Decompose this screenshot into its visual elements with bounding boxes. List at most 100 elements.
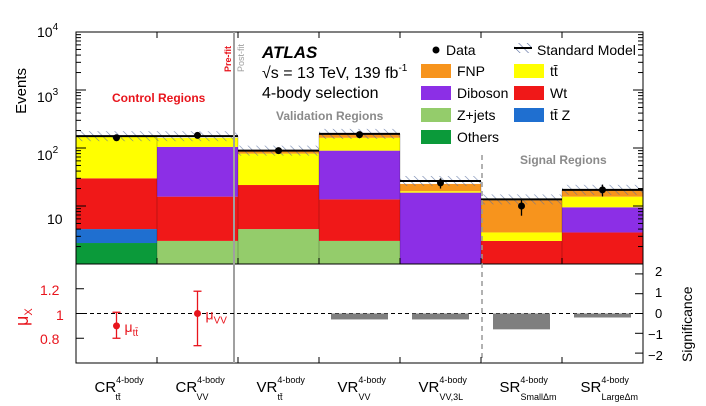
energy-lumi-label: √s = 13 TeV, 139 fb-1	[262, 63, 408, 82]
mu-point-label: μVV	[206, 307, 228, 327]
bar-segment-diboson	[400, 192, 481, 264]
y-tick-label: 102	[37, 145, 59, 163]
legend-swatch-others	[421, 130, 451, 144]
x-category-sublabel: VV,3L	[440, 392, 464, 402]
x-axis-category-labels: CR4-bodytt̄CR4-bodyVVVR4-bodytt̄VR4-body…	[95, 375, 639, 402]
validation-regions-label: Validation Regions	[276, 109, 384, 123]
y-axis-label: Events	[13, 68, 30, 114]
mu-point-label: μtt̄	[125, 319, 139, 339]
y-tick-label: 103	[37, 87, 59, 105]
x-category-sublabel: tt̄	[278, 392, 284, 402]
data-point	[437, 179, 444, 187]
mu-point	[113, 322, 120, 330]
bar-segment-zjets	[238, 229, 319, 264]
data-point	[356, 131, 363, 139]
legend-label-tt: tt̄	[550, 63, 558, 79]
bar-segment-diboson	[562, 207, 643, 233]
legend-label-fnp: FNP	[457, 63, 485, 79]
x-category-label: CR4-body	[176, 375, 226, 396]
bar-segment-wt	[562, 232, 643, 264]
y-tick-label: 10	[47, 211, 63, 227]
significance-bar	[493, 313, 550, 330]
control-regions-label: Control Regions	[112, 91, 206, 105]
x-category-label: SR4-body	[500, 375, 549, 396]
pre-fit-label: Pre-fit	[223, 46, 233, 72]
x-category-label: CR4-body	[95, 375, 145, 396]
legend-label-diboson: Diboson	[457, 85, 508, 101]
bar-segment-tt	[562, 196, 643, 208]
mu-tick-label: 1.2	[40, 282, 60, 298]
legend-swatch-tt	[514, 64, 544, 78]
data-point	[518, 202, 525, 210]
bar-segment-wt	[319, 199, 400, 241]
bar-segment-tt	[238, 153, 319, 186]
data-point	[275, 147, 282, 155]
bar-segment-ttz	[76, 229, 157, 244]
mu-axis-label: μX	[12, 308, 35, 326]
atlas-label-block: ATLAS √s = 13 TeV, 139 fb-1 4-body selec…	[261, 43, 408, 102]
x-category-label: VR4-body	[338, 375, 387, 396]
legend-label-ttz: tt̄ Z	[550, 107, 571, 123]
legend-swatch-zjets	[421, 108, 451, 122]
legend-swatch-ttz	[514, 108, 544, 122]
sig-tick-label: −2	[648, 348, 663, 363]
data-point	[113, 134, 120, 142]
legend-label-zjets: Z+jets	[457, 107, 496, 123]
bar-segment-tt	[481, 232, 562, 241]
significance-bar	[574, 313, 631, 318]
post-fit-label: Post-fit	[236, 43, 246, 72]
bar-segment-zjets	[157, 240, 238, 264]
bar-segment-tt	[76, 136, 157, 179]
experiment-label: ATLAS	[261, 43, 318, 62]
data-point	[599, 186, 606, 194]
bar-segment-zjets	[319, 240, 400, 264]
significance-bar	[331, 313, 388, 320]
lower-panel-marks: μtt̄ μVV	[76, 273, 643, 354]
selection-label: 4-body selection	[262, 85, 379, 102]
sig-tick-label: 1	[655, 285, 662, 300]
legend-label-data: Data	[446, 42, 476, 58]
lower-right-axis: 2 1 0 −1 −2 Significance	[648, 264, 695, 363]
legend-label-wt: Wt	[550, 85, 567, 101]
x-category-sublabel: VV	[359, 392, 371, 402]
bar-segment-wt	[157, 196, 238, 241]
x-category-sublabel: SmallΔm	[521, 392, 557, 402]
bar-segment-tt	[157, 137, 238, 147]
mu-tick-label: 1	[56, 307, 64, 323]
upper-axis-ticks	[76, 32, 643, 363]
x-category-label: SR4-body	[581, 375, 630, 396]
significance-bar	[412, 313, 469, 320]
bar-segment-wt	[481, 240, 562, 264]
legend: Data Standard Model FNP tt̄ Diboson Wt Z…	[421, 42, 636, 145]
mu-point	[194, 310, 201, 317]
bar-segment-diboson	[319, 150, 400, 200]
bar-segment-diboson	[157, 146, 238, 197]
legend-swatch-wt	[514, 86, 544, 100]
legend-swatch-fnp	[421, 64, 451, 78]
legend-label-others: Others	[457, 129, 499, 145]
lower-left-axis: 1.2 1 0.8 μX	[12, 282, 64, 347]
sig-tick-label: −1	[648, 327, 663, 342]
legend-swatch-diboson	[421, 86, 451, 100]
bar-segment-tt	[319, 137, 400, 151]
bar-segment-wt	[238, 185, 319, 230]
significance-axis-label: Significance	[679, 286, 695, 362]
signal-regions-label: Signal Regions	[520, 153, 607, 167]
mu-tick-label: 0.8	[40, 331, 60, 347]
x-category-label: VR4-body	[257, 375, 306, 396]
x-category-sublabel: LargeΔm	[602, 392, 639, 402]
bar-segment-others	[76, 243, 157, 264]
sig-tick-label: 0	[655, 306, 662, 321]
upper-panel-stack	[76, 128, 643, 264]
x-category-label: VR4-body	[419, 375, 468, 396]
sig-tick-label: 2	[655, 264, 662, 279]
legend-label-sm: Standard Model	[537, 42, 636, 58]
data-point	[194, 131, 201, 139]
x-category-sublabel: tt̄	[116, 392, 122, 402]
bar-segment-tt	[400, 191, 481, 193]
x-category-sublabel: VV	[197, 392, 209, 402]
y-tick-label: 104	[37, 22, 59, 40]
bar-segment-wt	[76, 178, 157, 230]
upper-y-axis: 104 103 102 10	[37, 22, 63, 227]
